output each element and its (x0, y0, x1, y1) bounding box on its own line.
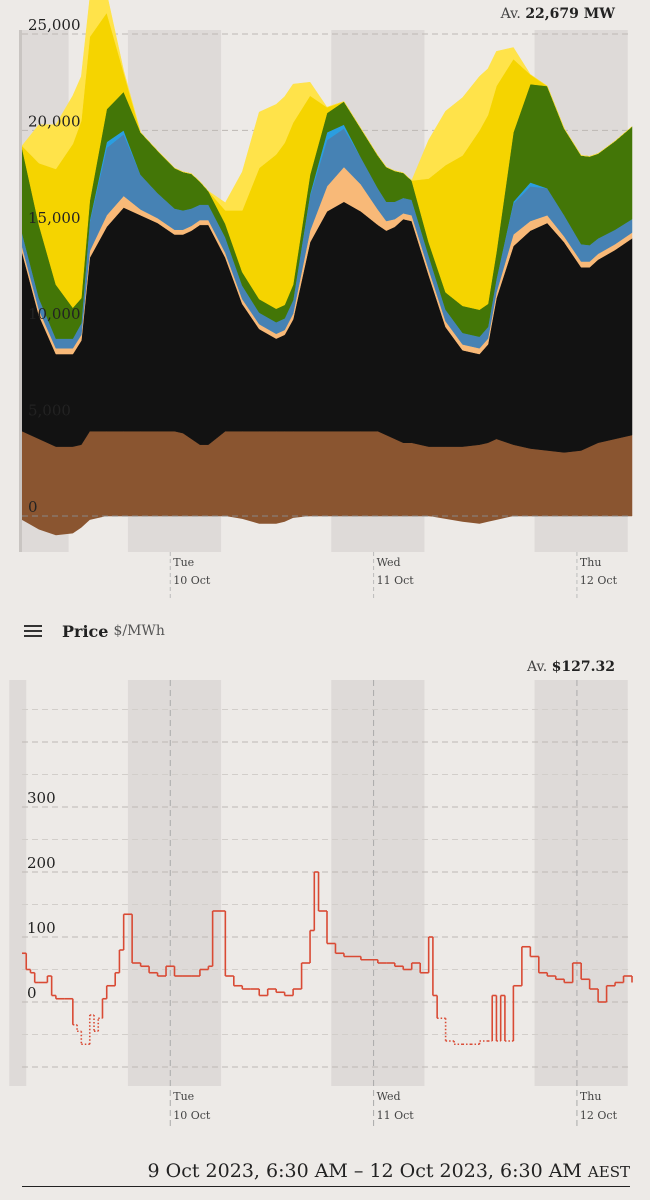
gen-y-tick-5: 25,000 (28, 16, 81, 34)
price-y-tick-3: 300 (27, 789, 56, 807)
price-header: Price $/MWh (24, 620, 165, 642)
gen-x-tick-date-2: 12 Oct (580, 574, 618, 587)
price-unit: $/MWh (113, 623, 165, 639)
gen-left-axis (19, 30, 22, 552)
price-x-tick-day-0: Tue (173, 1090, 194, 1103)
gen-x-tick-day-0: Tue (173, 556, 194, 569)
gen-y-tick-2: 10,000 (28, 305, 81, 323)
price-title: Price (62, 621, 109, 641)
price-x-tick-day-1: Wed (377, 1090, 401, 1103)
gen-y-tick-4: 20,000 (28, 112, 81, 130)
price-y-tick-2: 200 (27, 854, 56, 872)
area-below-zero (22, 516, 632, 536)
price-night-band-3 (534, 680, 628, 1086)
gen-y-tick-1: 5,000 (28, 402, 71, 420)
generation-chart: 0 5,000 10,000 15,000 20,000 25,000 Tue 10 Oct W… (19, 0, 633, 600)
price-x-tick-date-1: 11 Oct (377, 1109, 415, 1122)
date-range: 9 Oct 2023, 6:30 AM – 12 Oct 2023, 6:30 … (22, 1160, 630, 1187)
price-x-tick-day-2: Thu (580, 1090, 602, 1103)
price-night-band-2 (331, 680, 425, 1086)
price-average: Av. $127.32 (526, 659, 615, 675)
price-y-tick-1: 100 (27, 919, 56, 937)
price-x-tick-date-0: 10 Oct (173, 1109, 211, 1122)
gen-x-tick-day-1: Wed (377, 556, 401, 569)
gen-x-tick-day-2: Thu (580, 556, 602, 569)
gen-y-tick-3: 15,000 (28, 209, 81, 227)
price-chart: Tue 10 Oct Wed 11 Oct Thu 12 Oct 0 100 200 300 (9, 680, 633, 1130)
gen-y-tick-0: 0 (28, 498, 38, 516)
gen-x-tick-date-1: 11 Oct (377, 574, 415, 587)
price-x-tick-date-2: 12 Oct (580, 1109, 618, 1122)
generation-average: Av. 22,679 MW (500, 6, 615, 22)
price-night-band-1 (127, 680, 222, 1086)
area-solar-rooftop (21, 0, 633, 211)
hamburger-menu-icon[interactable] (24, 624, 42, 638)
gen-x-tick-date-0: 10 Oct (173, 574, 211, 587)
area-black-coal (21, 201, 633, 453)
price-y-tick-0: 0 (27, 984, 37, 1002)
price-night-band-0 (9, 680, 27, 1086)
